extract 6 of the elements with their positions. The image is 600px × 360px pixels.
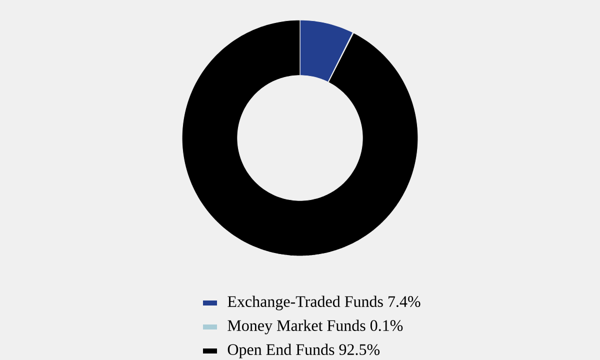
data-label: 92.5% — [339, 344, 380, 356]
data-label: 7.4% — [388, 296, 420, 308]
legend-label: Exchange-Traded Funds — [228, 296, 383, 310]
data-label: 0.1% — [370, 320, 403, 332]
legend-label: Money Market Funds — [228, 320, 366, 334]
legend-label: Open End Funds — [228, 344, 334, 358]
